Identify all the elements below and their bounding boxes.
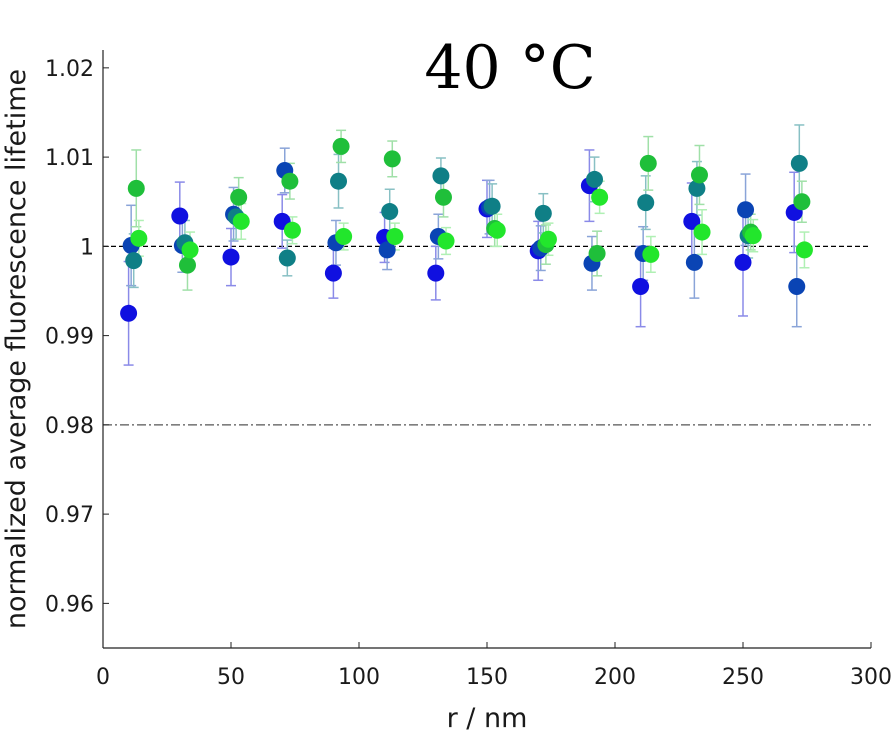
y-tick-label: 1 (80, 235, 94, 260)
data-point (383, 150, 401, 168)
x-axis-label: r / nm (447, 703, 528, 732)
data-point (693, 223, 711, 241)
data-point (432, 167, 450, 185)
chart-title: 40 °C (424, 33, 595, 103)
ticks: 0 50 100 150 200 250 300 0.96 0.97 0.98 0.99 1 1.01 1… (45, 57, 892, 690)
x-tick-label: 200 (594, 665, 636, 690)
data-point (688, 179, 706, 197)
data-point (127, 179, 145, 197)
data-point (685, 253, 703, 271)
data-point (125, 252, 143, 270)
data-point (330, 172, 348, 190)
x-tick-label: 250 (722, 665, 764, 690)
data-point (642, 245, 660, 263)
data-point (281, 172, 299, 190)
x-tick-label: 0 (96, 665, 110, 690)
y-tick-label: 0.98 (45, 414, 94, 439)
data-point (788, 278, 806, 296)
data-point (632, 278, 650, 296)
data-points (120, 137, 813, 322)
data-point (534, 204, 552, 222)
data-point (278, 249, 296, 267)
data-point (639, 154, 657, 172)
data-point (222, 248, 240, 266)
data-point (637, 194, 655, 212)
data-point (539, 230, 557, 248)
data-point (744, 227, 762, 245)
data-point (793, 193, 811, 211)
x-tick-label: 50 (217, 665, 245, 690)
data-point (335, 228, 353, 246)
y-tick-label: 1.02 (45, 57, 94, 82)
y-tick-label: 0.97 (45, 503, 94, 528)
data-point (795, 241, 813, 259)
x-tick-label: 100 (338, 665, 380, 690)
data-point (332, 137, 350, 155)
data-point (790, 154, 808, 172)
data-point (283, 221, 301, 239)
data-point (181, 241, 199, 259)
axes (102, 50, 871, 649)
data-point (324, 264, 342, 282)
data-point (488, 221, 506, 239)
data-point (230, 188, 248, 206)
data-point (386, 228, 404, 246)
data-point (690, 166, 708, 184)
data-point (591, 188, 609, 206)
data-point (378, 241, 396, 259)
data-point (586, 170, 604, 188)
y-tick-label: 1.01 (45, 146, 94, 171)
error-bars (123, 124, 810, 366)
data-point (434, 188, 452, 206)
data-point (734, 253, 752, 271)
y-tick-label: 0.96 (45, 592, 94, 617)
data-point (120, 304, 138, 322)
data-point (381, 203, 399, 221)
data-point (427, 264, 445, 282)
data-point (178, 256, 196, 274)
data-point (130, 229, 148, 247)
reference-lines (103, 245, 871, 426)
data-point (588, 244, 606, 262)
y-axis-label: normalized average fluorescence lifetime (1, 69, 32, 629)
y-tick-label: 0.99 (45, 325, 94, 350)
x-tick-label: 300 (850, 665, 892, 690)
data-point (232, 212, 250, 230)
data-point (683, 212, 701, 230)
data-point (483, 197, 501, 215)
data-point (171, 207, 189, 225)
data-point (437, 232, 455, 250)
data-point (737, 201, 755, 219)
x-tick-label: 150 (466, 665, 508, 690)
